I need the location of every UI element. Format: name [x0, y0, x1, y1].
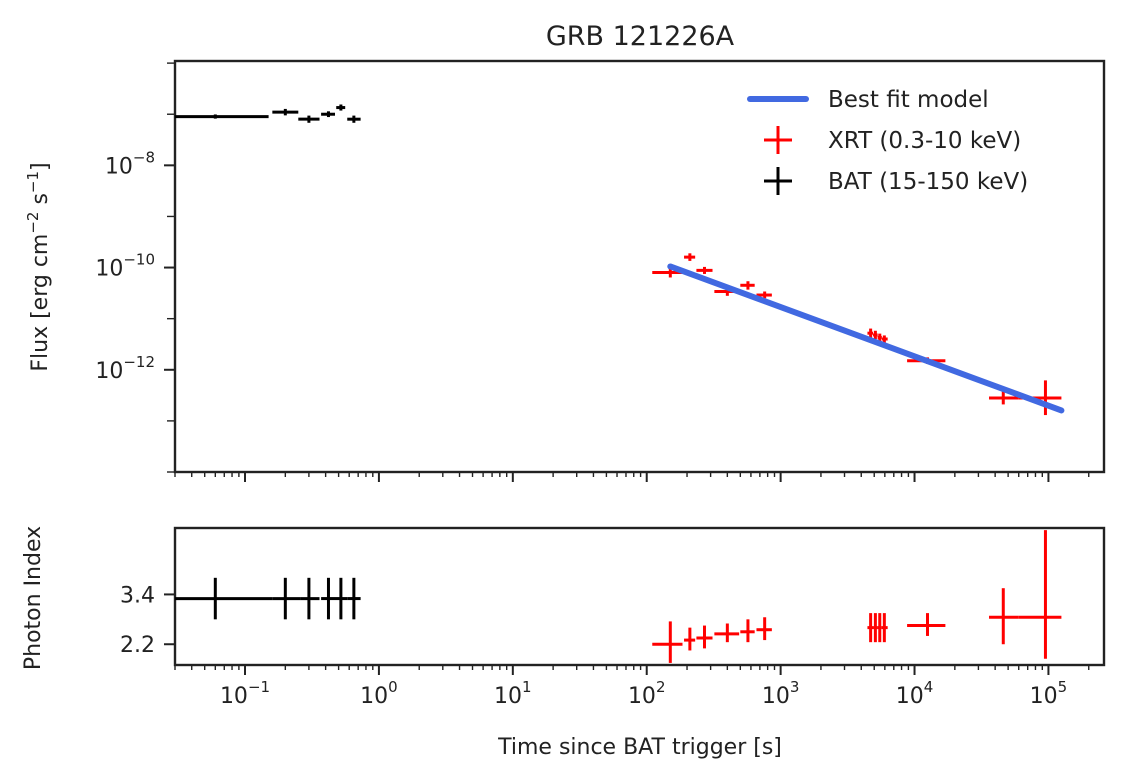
xrt-index-point [652, 621, 683, 663]
bat-flux-point [175, 114, 269, 119]
xrt-index-point [756, 617, 772, 641]
bat-flux-point [298, 115, 320, 123]
xrt-flux-point [881, 335, 888, 343]
flux-panel: 10−8 10−10 10−12 [95, 59, 1106, 482]
bat-index-point [321, 577, 336, 620]
bat-flux-point [347, 115, 361, 123]
flux-y-tick-label: 10−8 [105, 148, 155, 179]
bat-flux-point [321, 111, 336, 118]
index-y-tick-label: 3.4 [120, 583, 155, 608]
x-tick-label: 103 [762, 678, 800, 709]
legend-label: XRT (0.3-10 keV) [828, 128, 1021, 154]
xrt-index-point [1018, 530, 1062, 659]
bat-index-point [347, 577, 361, 620]
index-plot-frame [173, 526, 1106, 667]
xrt-flux-point [867, 328, 874, 338]
xrt-index-point [877, 613, 882, 643]
x-tick-label: 10−1 [220, 678, 270, 709]
xrt-index-point [881, 613, 888, 643]
legend-cross-swatch [764, 126, 792, 154]
xrt-flux-point [740, 281, 755, 290]
xrt-index-point [989, 588, 1019, 645]
flux-y-tick-label: 10−12 [95, 353, 155, 384]
bat-index-point [175, 577, 273, 620]
best-fit-model-line [667, 263, 1065, 414]
photon-index-panel: 10−1 100 101 102 103 104 105 3.4 2.2 [120, 526, 1106, 709]
x-tick-label: 105 [1030, 678, 1068, 709]
bat-index-point [300, 577, 320, 620]
bat-flux-point [272, 108, 299, 116]
legend-label: Best fit model [828, 87, 989, 113]
x-tick-label: 104 [896, 678, 934, 709]
xrt-index-point [907, 613, 946, 636]
flux-y-tick-label: 10−10 [95, 251, 155, 282]
bat-index-point [335, 577, 348, 620]
xrt-index-point [740, 619, 755, 643]
xrt-flux-point [873, 330, 878, 340]
xrt-flux-point [696, 266, 713, 274]
legend: Best fit model XRT (0.3-10 keV) BAT (15-15… [747, 87, 1028, 195]
legend-cross-swatch [764, 167, 792, 195]
xrt-index-point [867, 613, 874, 643]
xrt-index-point [873, 613, 878, 643]
x-tick-label: 100 [360, 678, 398, 709]
bat-index-point [272, 577, 301, 620]
legend-label: BAT (15-150 keV) [828, 169, 1028, 195]
bat-flux-point [336, 104, 346, 111]
xrt-index-point [696, 625, 713, 649]
index-y-tick-label: 2.2 [120, 633, 155, 658]
xrt-index-point [684, 627, 696, 651]
x-axis-label: Time since BAT trigger [s] [497, 735, 782, 760]
xrt-flux-point [756, 291, 772, 299]
xrt-flux-point [877, 333, 882, 342]
xrt-flux-point [684, 253, 696, 261]
flux-plot-frame [173, 59, 1106, 474]
chart-title: GRB 121226A [546, 21, 735, 52]
flux-axis-label: Flux [erg cm−2 s−1] [24, 162, 53, 371]
x-tick-label: 102 [628, 678, 666, 709]
xrt-index-point [714, 623, 740, 643]
x-tick-label: 101 [494, 678, 532, 709]
xrt-flux-point [989, 391, 1019, 405]
photon-index-axis-label: Photon Index [21, 526, 46, 670]
